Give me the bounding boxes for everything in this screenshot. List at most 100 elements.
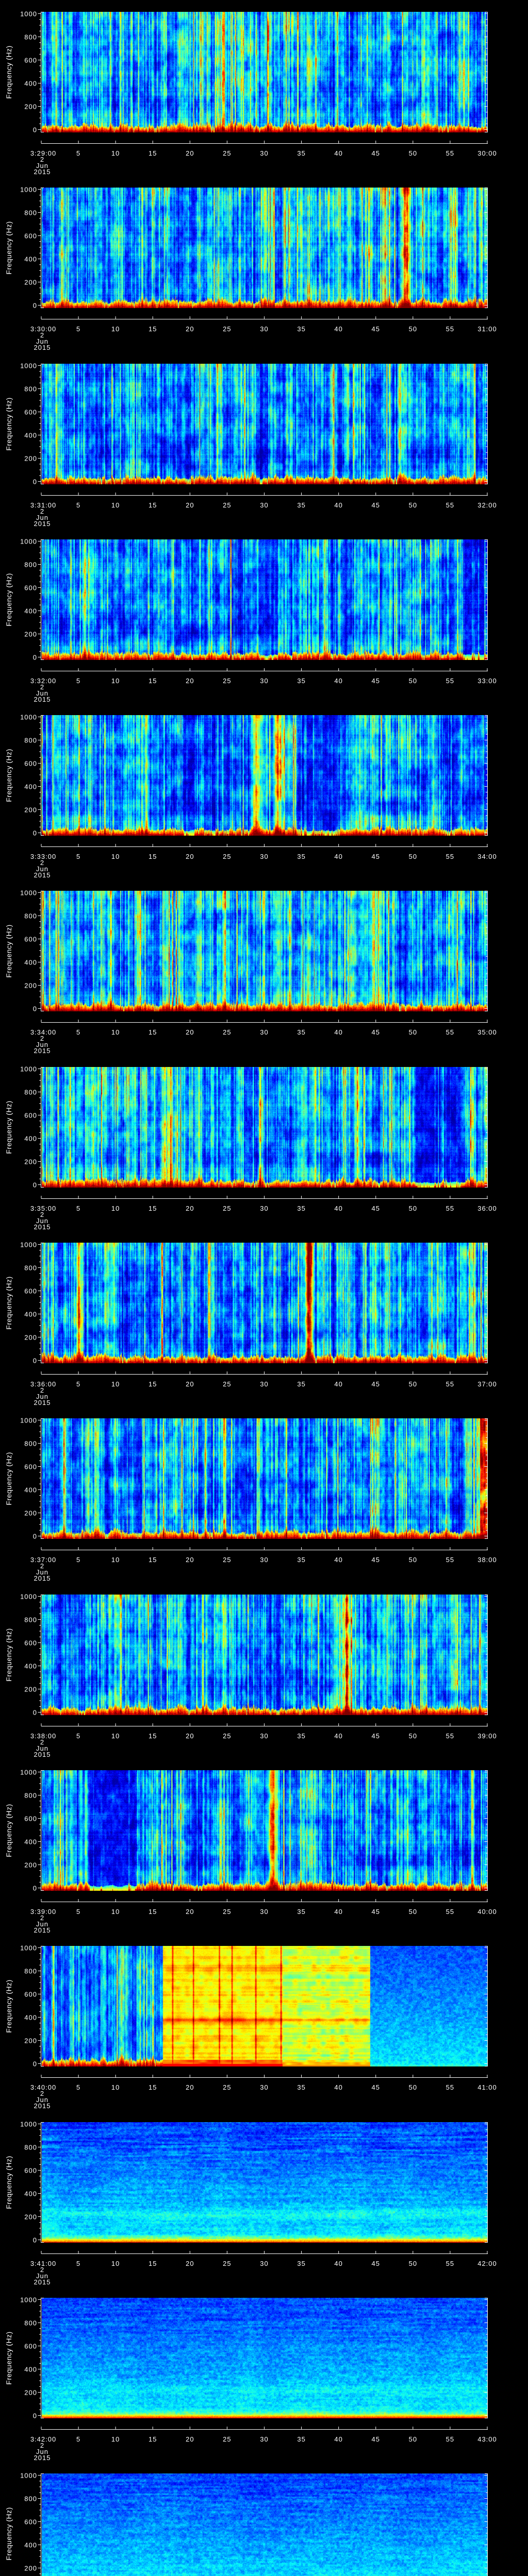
svg-text:800: 800 — [24, 1440, 37, 1448]
svg-text:3:29:00: 3:29:00 — [30, 149, 56, 157]
svg-text:25: 25 — [223, 149, 231, 157]
svg-text:30: 30 — [260, 1556, 268, 1564]
svg-text:Frequency (Hz): Frequency (Hz) — [5, 1452, 13, 1505]
svg-text:800: 800 — [24, 2319, 37, 2327]
svg-text:10: 10 — [111, 1028, 120, 1036]
svg-text:45: 45 — [372, 1205, 380, 1212]
svg-text:55: 55 — [446, 2435, 454, 2443]
svg-text:20: 20 — [186, 2435, 194, 2443]
svg-text:30: 30 — [260, 853, 268, 860]
svg-text:40: 40 — [334, 1556, 342, 1564]
svg-text:10: 10 — [111, 1205, 120, 1212]
svg-text:30: 30 — [260, 1380, 268, 1388]
svg-text:0: 0 — [33, 2412, 37, 2420]
svg-text:3:40:00: 3:40:00 — [30, 2083, 56, 2091]
svg-text:0: 0 — [33, 1357, 37, 1365]
svg-text:3:32:00: 3:32:00 — [30, 677, 56, 685]
svg-text:30: 30 — [260, 1908, 268, 1916]
svg-text:55: 55 — [446, 1732, 454, 1740]
svg-text:Jun: Jun — [36, 162, 48, 170]
svg-text:10: 10 — [111, 2260, 120, 2267]
svg-text:2015: 2015 — [34, 696, 51, 703]
svg-text:50: 50 — [409, 325, 417, 333]
svg-text:600: 600 — [24, 584, 37, 592]
svg-text:2: 2 — [40, 2090, 44, 2097]
svg-text:2015: 2015 — [34, 2102, 51, 2110]
svg-text:45: 45 — [372, 1908, 380, 1916]
svg-text:5: 5 — [76, 2083, 80, 2091]
svg-text:25: 25 — [223, 677, 231, 685]
svg-text:400: 400 — [24, 607, 37, 615]
svg-text:50: 50 — [409, 1556, 417, 1564]
svg-text:2015: 2015 — [34, 871, 51, 879]
svg-text:400: 400 — [24, 2366, 37, 2374]
svg-text:0: 0 — [33, 2060, 37, 2068]
svg-text:5: 5 — [76, 149, 80, 157]
svg-text:45: 45 — [372, 501, 380, 509]
svg-text:Jun: Jun — [36, 2448, 48, 2455]
svg-text:600: 600 — [24, 1463, 37, 1471]
svg-text:Frequency (Hz): Frequency (Hz) — [5, 397, 13, 450]
svg-text:20: 20 — [186, 1908, 194, 1916]
svg-text:25: 25 — [223, 325, 231, 333]
svg-text:Frequency (Hz): Frequency (Hz) — [5, 2331, 13, 2384]
svg-text:15: 15 — [148, 325, 157, 333]
svg-text:40: 40 — [334, 853, 342, 860]
svg-text:5: 5 — [76, 1556, 80, 1564]
svg-text:Jun: Jun — [36, 2096, 48, 2104]
svg-text:10: 10 — [111, 1908, 120, 1916]
svg-text:39:00: 39:00 — [477, 1732, 497, 1740]
svg-text:25: 25 — [223, 1732, 231, 1740]
svg-text:1000: 1000 — [20, 186, 37, 194]
svg-text:20: 20 — [186, 149, 194, 157]
svg-text:600: 600 — [24, 1287, 37, 1295]
svg-text:25: 25 — [223, 1380, 231, 1388]
svg-text:0: 0 — [33, 478, 37, 486]
svg-text:25: 25 — [223, 2260, 231, 2267]
svg-text:600: 600 — [24, 1991, 37, 1998]
svg-text:45: 45 — [372, 325, 380, 333]
svg-text:15: 15 — [148, 1556, 157, 1564]
svg-text:Frequency (Hz): Frequency (Hz) — [5, 1804, 13, 1857]
svg-text:35: 35 — [297, 501, 305, 509]
svg-text:50: 50 — [409, 149, 417, 157]
svg-text:Jun: Jun — [36, 865, 48, 873]
svg-text:20: 20 — [186, 1556, 194, 1564]
svg-text:30: 30 — [260, 1028, 268, 1036]
svg-text:200: 200 — [24, 2565, 37, 2572]
svg-text:2: 2 — [40, 507, 44, 515]
svg-text:1000: 1000 — [20, 1593, 37, 1601]
svg-text:35: 35 — [297, 1556, 305, 1564]
svg-text:0: 0 — [33, 1181, 37, 1189]
svg-text:5: 5 — [76, 1732, 80, 1740]
svg-text:Jun: Jun — [36, 1217, 48, 1225]
svg-text:600: 600 — [24, 760, 37, 768]
svg-text:2: 2 — [40, 683, 44, 691]
svg-text:Frequency (Hz): Frequency (Hz) — [5, 573, 13, 626]
svg-text:1000: 1000 — [20, 889, 37, 897]
svg-text:10: 10 — [111, 2435, 120, 2443]
svg-text:35: 35 — [297, 1028, 305, 1036]
svg-text:30: 30 — [260, 1205, 268, 1212]
svg-text:3:30:00: 3:30:00 — [30, 325, 56, 333]
svg-text:1000: 1000 — [20, 714, 37, 721]
svg-text:200: 200 — [24, 1861, 37, 1869]
svg-text:200: 200 — [24, 1510, 37, 1517]
svg-text:2: 2 — [40, 331, 44, 339]
svg-text:600: 600 — [24, 409, 37, 416]
svg-text:15: 15 — [148, 501, 157, 509]
svg-text:2: 2 — [40, 1035, 44, 1042]
svg-text:200: 200 — [24, 1334, 37, 1342]
svg-text:400: 400 — [24, 2190, 37, 2198]
svg-text:Jun: Jun — [36, 337, 48, 345]
svg-text:3:42:00: 3:42:00 — [30, 2435, 56, 2443]
svg-text:200: 200 — [24, 2389, 37, 2397]
svg-text:1000: 1000 — [20, 1241, 37, 1249]
svg-text:400: 400 — [24, 1135, 37, 1143]
svg-text:Frequency (Hz): Frequency (Hz) — [5, 221, 13, 274]
svg-text:0: 0 — [33, 654, 37, 662]
svg-text:3:37:00: 3:37:00 — [30, 1556, 56, 1564]
svg-text:1000: 1000 — [20, 10, 37, 18]
svg-text:45: 45 — [372, 853, 380, 860]
svg-text:800: 800 — [24, 1792, 37, 1800]
